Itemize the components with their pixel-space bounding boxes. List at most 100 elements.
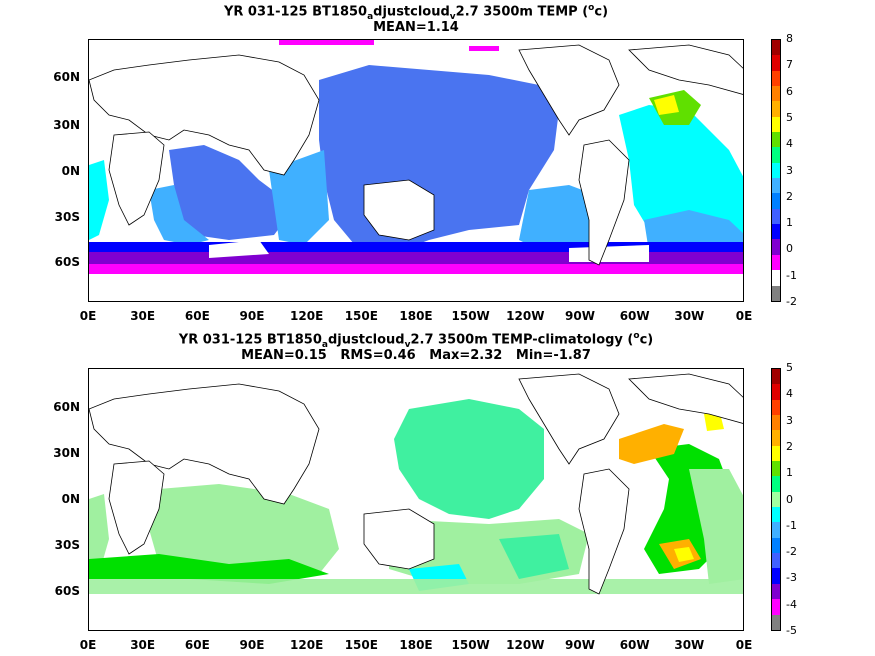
panel1-subtitle: MEAN=1.14	[373, 20, 459, 35]
p1-lat-60s: 60S	[54, 255, 80, 269]
p1-colorbar-swatch	[772, 147, 780, 163]
p2-colorbar-label: 3	[786, 413, 793, 427]
panel2-title-text: YR 031-125 BT1850	[178, 332, 322, 348]
indian-anomaly-fill	[149, 484, 339, 579]
p1-colorbar	[771, 39, 781, 302]
p2-colorbar-swatch	[772, 537, 780, 554]
p2-lon-label: 120E	[290, 638, 324, 652]
p1-lon-label: 0E	[79, 309, 97, 323]
map-panel-temp-anomaly	[88, 368, 744, 631]
p2-colorbar-swatch	[772, 599, 780, 615]
p2-colorbar-label: -4	[786, 597, 797, 611]
panel1-title-sup: o	[588, 3, 595, 13]
p1-colorbar-swatch	[772, 224, 780, 240]
p1-lon-label: 120W	[506, 309, 545, 323]
map-anomaly-svg	[89, 369, 743, 630]
p1-colorbar-swatch	[772, 254, 780, 271]
p1-lat-0n: 0N	[61, 164, 80, 178]
p1-colorbar-swatch	[772, 101, 780, 117]
p1-colorbar-label: 2	[786, 189, 793, 203]
p2-colorbar-swatch	[772, 384, 780, 400]
panel2-title: YR 031-125 BT1850adjustcloudv2.7 3500m T…	[88, 328, 744, 353]
p1-colorbar-label: 4	[786, 137, 793, 151]
p2-lat-60s: 60S	[54, 584, 80, 598]
p1-colorbar-swatch	[772, 70, 780, 87]
panel2-title-close: c)	[639, 332, 654, 348]
panel1-title-close: c)	[594, 4, 609, 20]
p2-colorbar-label: 0	[786, 492, 793, 506]
southern-blue-band	[89, 242, 743, 252]
p2-lat-60n: 60N	[53, 400, 80, 414]
p1-colorbar-swatch	[772, 270, 780, 286]
p1-lon-label: 180E	[399, 309, 433, 323]
southern-magenta-band	[89, 264, 743, 274]
p1-colorbar-swatch	[772, 55, 780, 71]
p1-colorbar-label: -1	[786, 268, 797, 282]
p2-colorbar-swatch	[772, 553, 780, 569]
p2-lon-label: 30W	[674, 638, 705, 652]
p1-lon-label: 60W	[619, 309, 650, 323]
panel2-title-end: 2.7 3500m TEMP-climatology (	[410, 332, 634, 348]
p2-lon-label: 90E	[239, 638, 265, 652]
atlantic-west-cyan	[89, 160, 109, 240]
p1-colorbar-label: 3	[786, 163, 793, 177]
panel2-title-sub2: v	[404, 339, 411, 350]
p1-lon-label: 150W	[451, 309, 490, 323]
arctic-magenta-2	[469, 46, 499, 51]
p2-lon-label: 60W	[619, 638, 650, 652]
p2-colorbar-swatch	[772, 507, 780, 523]
p1-lon-label: 150E	[344, 309, 378, 323]
panel2-title-sup: o	[633, 331, 640, 341]
atlantic-anomaly-light	[689, 469, 743, 584]
p2-lon-label: 180E	[399, 638, 433, 652]
west-anomaly-fill	[89, 494, 109, 579]
p1-lon-label: 90W	[565, 309, 595, 323]
panel2-title-mid: djustcloud	[327, 332, 405, 348]
panel2-subtitle: MEAN=0.15 RMS=0.46 Max=2.32 Min=-1.87	[241, 348, 591, 363]
p2-lon-label: 90W	[565, 638, 595, 652]
panel1-title-sub2: v	[449, 11, 456, 22]
southern-light-band	[89, 579, 743, 594]
p2-colorbar-swatch	[772, 430, 780, 446]
p2-colorbar-swatch	[772, 369, 780, 385]
p2-lon-label: 150W	[451, 638, 490, 652]
antarctica-white-2	[89, 601, 743, 630]
p2-colorbar-swatch	[772, 491, 780, 508]
p1-colorbar-swatch	[772, 86, 780, 102]
p1-colorbar-swatch	[772, 116, 780, 133]
p1-colorbar-swatch	[772, 162, 780, 179]
p1-lon-label: 0E	[735, 309, 753, 323]
panel1-title-sub1: a	[367, 11, 374, 22]
southern-white-gap	[209, 240, 269, 258]
pacific-anomaly-fill	[394, 399, 544, 519]
p1-lon-label: 90E	[239, 309, 265, 323]
p1-colorbar-label: 5	[786, 110, 793, 124]
p1-lon-label: 30W	[674, 309, 705, 323]
p2-lat-30n: 30N	[53, 446, 80, 460]
panel1-title-end: 2.7 3500m TEMP (	[455, 4, 589, 20]
map-panel-temp	[88, 39, 744, 302]
southern-white-gap2	[569, 245, 649, 262]
map-temp-svg	[89, 40, 743, 301]
p2-colorbar-swatch	[772, 476, 780, 492]
p1-colorbar-swatch	[772, 193, 780, 209]
p2-colorbar-swatch	[772, 461, 780, 477]
p2-colorbar-label: 4	[786, 387, 793, 401]
p2-lat-0n: 0N	[61, 492, 80, 506]
p2-colorbar-swatch	[772, 583, 780, 600]
coastlines-2	[89, 373, 743, 595]
p1-colorbar-label: 1	[786, 216, 793, 230]
p1-colorbar-swatch	[772, 239, 780, 255]
south-pacific-green	[499, 534, 569, 579]
p1-colorbar-swatch	[772, 40, 780, 56]
p1-colorbar-swatch	[772, 208, 780, 225]
p1-lat-30n: 30N	[53, 118, 80, 132]
p2-lat-30s: 30S	[54, 538, 80, 552]
p1-colorbar-label: 6	[786, 84, 793, 98]
p2-colorbar-swatch	[772, 614, 780, 630]
p2-colorbar	[771, 368, 781, 631]
p2-colorbar-label: 5	[786, 361, 793, 374]
p2-lon-label: 0E	[79, 638, 97, 652]
south-atlantic-yellow	[674, 547, 694, 562]
p1-colorbar-swatch	[772, 285, 780, 301]
